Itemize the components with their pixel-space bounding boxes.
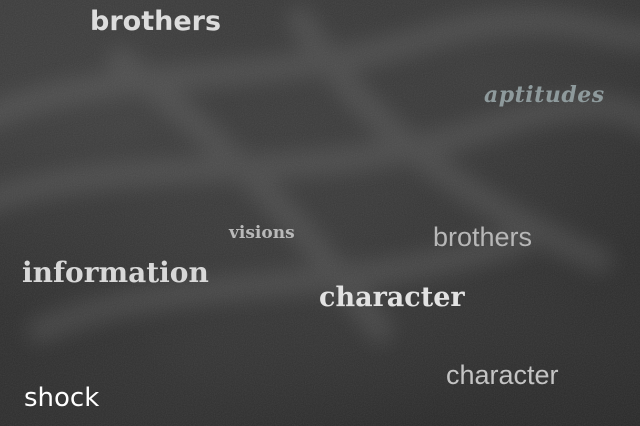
chalk-word-brothers-right: brothers <box>433 222 533 252</box>
chalk-word-character-center: character <box>319 282 465 313</box>
chalk-word-visions: visions <box>229 223 295 243</box>
chalk-word-information: information <box>22 256 209 289</box>
chalk-word-character-bottom: character <box>446 360 559 390</box>
chalk-word-brothers-top: brothers <box>90 6 222 37</box>
chalk-word-aptitudes: aptitudes <box>484 82 605 108</box>
chalk-word-shock: shock <box>24 383 100 413</box>
